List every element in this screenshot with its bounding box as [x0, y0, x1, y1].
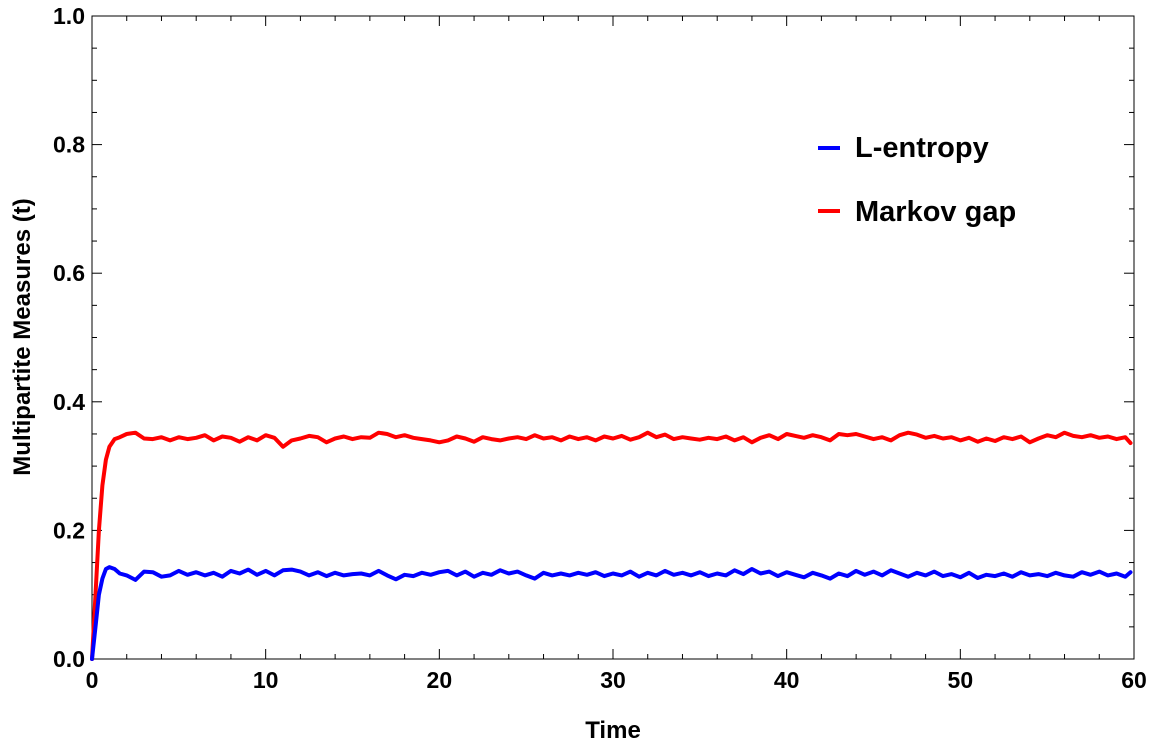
x-tick-label: 50 [948, 667, 974, 693]
y-tick-label: 0.0 [53, 646, 85, 672]
x-tick-label: 60 [1121, 667, 1147, 693]
legend-label-l-entropy: L-entropy [855, 132, 989, 164]
x-tick-label: 0 [86, 667, 99, 693]
plot-frame [91, 15, 1135, 660]
y-tick-label: 0.2 [53, 517, 85, 543]
x-tick-label: 20 [427, 667, 453, 693]
x-tick-label: 10 [253, 667, 279, 693]
y-tick-label: 1.0 [53, 3, 85, 29]
x-axis-title: Time [585, 717, 641, 744]
y-tick-label: 0.6 [53, 260, 85, 286]
series-lines [90, 430, 1133, 661]
y-tick-label: 0.8 [53, 132, 85, 158]
series-line-markov-gap [90, 430, 1133, 661]
tick-labels: 0 10 20 30 40 50 60 0.0 0.2 0.4 0.6 0.8 1.0 [53, 3, 1147, 693]
axis-ticks [91, 15, 1135, 660]
x-tick-label: 30 [600, 667, 626, 693]
y-axis-title: Multipartite Measures (t) [9, 198, 36, 475]
x-tick-label: 40 [774, 667, 800, 693]
legend-label-markov-gap: Markov gap [855, 196, 1016, 228]
series-line-l-entropy [90, 565, 1133, 661]
y-tick-label: 0.4 [53, 389, 85, 415]
legend: L-entropy Markov gap [818, 132, 1016, 228]
